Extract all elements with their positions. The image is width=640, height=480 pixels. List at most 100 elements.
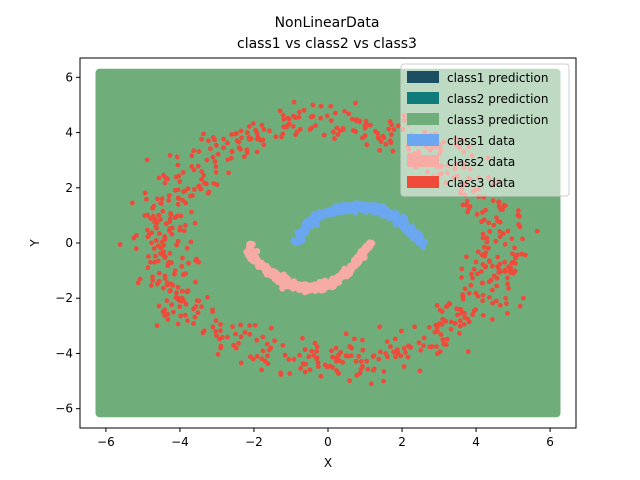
- data-point: [457, 318, 463, 324]
- x-axis: −6 −4 −2 0 2 4 6: [97, 428, 554, 449]
- data-point: [279, 134, 284, 140]
- data-point: [221, 145, 227, 151]
- data-point: [181, 228, 187, 234]
- data-point: [318, 373, 324, 379]
- data-point: [153, 224, 159, 230]
- data-point: [406, 230, 414, 238]
- data-point: [328, 118, 334, 123]
- data-point: [218, 343, 224, 349]
- data-point: [493, 238, 499, 244]
- data-point: [399, 328, 404, 334]
- data-point: [169, 302, 175, 308]
- data-point: [380, 133, 386, 139]
- chart-subtitle: class1 vs class2 vs class3: [237, 36, 417, 52]
- data-point: [517, 303, 523, 309]
- data-point: [302, 347, 308, 352]
- data-point: [258, 137, 264, 143]
- data-point: [462, 286, 468, 292]
- data-point: [314, 355, 320, 361]
- data-point: [163, 221, 169, 227]
- data-point: [137, 276, 143, 282]
- data-point: [387, 119, 393, 124]
- data-point: [377, 349, 383, 355]
- data-point: [516, 222, 521, 227]
- data-point: [434, 344, 439, 349]
- data-point: [349, 116, 355, 122]
- data-point: [172, 187, 178, 193]
- data-point: [474, 212, 480, 217]
- data-point: [280, 112, 286, 118]
- data-point: [505, 228, 511, 234]
- data-point: [444, 336, 450, 342]
- legend-box: [400, 63, 570, 197]
- series-class1-data: [290, 200, 428, 251]
- legend-label: class1 data: [447, 134, 515, 148]
- data-point: [366, 239, 373, 246]
- data-point: [261, 126, 267, 132]
- data-point: [278, 372, 284, 378]
- data-point: [164, 280, 170, 286]
- data-point: [505, 281, 510, 287]
- data-point: [179, 264, 185, 269]
- data-point: [180, 197, 186, 203]
- data-point: [496, 199, 502, 205]
- data-point: [386, 126, 392, 132]
- data-point: [174, 154, 180, 160]
- data-point: [509, 260, 515, 266]
- data-point: [165, 317, 171, 322]
- data-point: [180, 170, 186, 175]
- data-point: [354, 117, 360, 123]
- data-point: [302, 369, 308, 375]
- x-axis-label: X: [324, 456, 332, 470]
- data-point: [178, 213, 184, 219]
- data-point: [352, 336, 357, 342]
- data-point: [175, 201, 181, 207]
- data-point: [177, 179, 183, 185]
- data-point: [267, 128, 272, 134]
- data-point: [334, 125, 340, 131]
- legend-label: class3 data: [447, 176, 515, 190]
- data-point: [173, 174, 179, 180]
- data-point: [285, 115, 291, 121]
- data-point: [459, 275, 464, 280]
- data-point: [381, 378, 387, 384]
- legend: class1 prediction class2 prediction class3…: [400, 63, 570, 197]
- data-point: [241, 154, 247, 160]
- data-point: [199, 304, 204, 310]
- data-point: [296, 114, 302, 120]
- data-point: [506, 286, 511, 291]
- data-point: [193, 258, 198, 263]
- data-point: [438, 332, 444, 337]
- data-point: [247, 137, 252, 142]
- data-point: [189, 164, 195, 169]
- data-point: [333, 345, 339, 351]
- data-point: [182, 222, 188, 228]
- data-point: [291, 356, 297, 362]
- data-point: [156, 175, 162, 181]
- data-point: [229, 148, 235, 154]
- data-point: [152, 217, 158, 222]
- data-point: [224, 140, 230, 146]
- data-point: [191, 148, 197, 154]
- data-point: [210, 307, 215, 313]
- data-point: [401, 364, 407, 369]
- data-point: [213, 164, 219, 169]
- data-point: [150, 274, 156, 280]
- data-point: [330, 354, 335, 360]
- data-point: [260, 334, 266, 340]
- data-point: [495, 254, 501, 260]
- data-point: [184, 245, 190, 251]
- data-point: [281, 116, 287, 122]
- data-point: [177, 304, 183, 310]
- data-point: [480, 312, 486, 318]
- data-point: [473, 259, 479, 265]
- data-point: [180, 272, 186, 278]
- data-point: [272, 338, 277, 344]
- data-point: [196, 149, 202, 154]
- data-point: [480, 298, 486, 304]
- data-point: [165, 311, 171, 317]
- data-point: [376, 356, 382, 362]
- data-point: [398, 353, 404, 359]
- data-point: [360, 363, 365, 369]
- data-point: [443, 318, 449, 324]
